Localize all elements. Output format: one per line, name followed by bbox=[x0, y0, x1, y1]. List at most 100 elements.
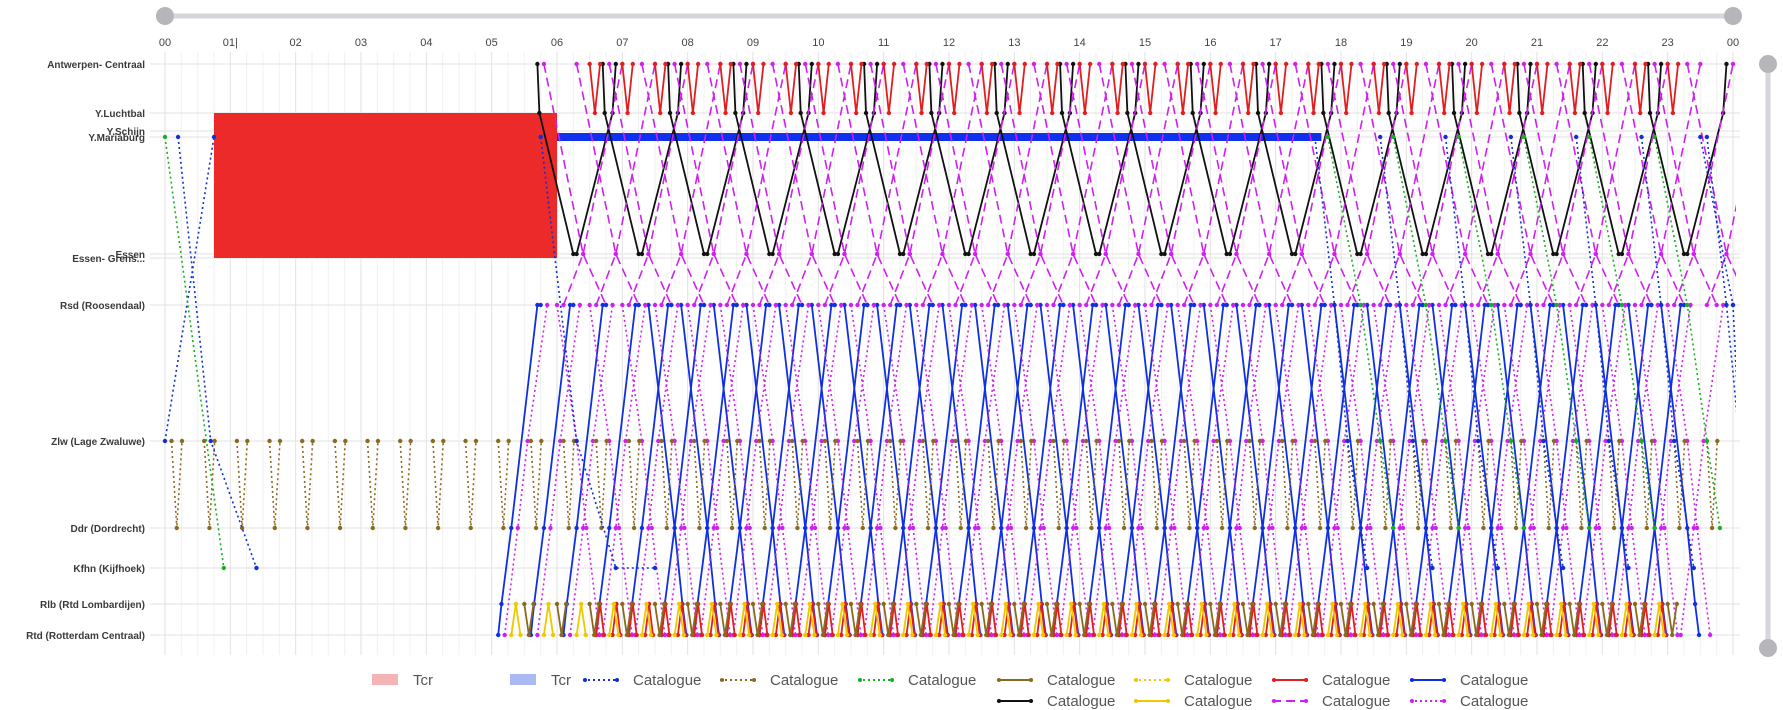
train-stop-point bbox=[1614, 632, 1619, 638]
train-stop-point bbox=[999, 525, 1004, 531]
train-stop-point bbox=[1059, 110, 1065, 116]
train-path bbox=[961, 304, 1006, 636]
train-stop-point bbox=[1113, 438, 1118, 444]
train-path bbox=[922, 63, 983, 306]
train-stop-point bbox=[910, 525, 916, 531]
station-label: Rtd (Rotterdam Centraal) bbox=[26, 631, 145, 642]
train-stop-point bbox=[1637, 632, 1642, 638]
train-stop-point bbox=[1074, 525, 1079, 531]
train-stop-point bbox=[1175, 302, 1180, 308]
train-stop-point bbox=[1593, 302, 1599, 308]
train-stop-point bbox=[890, 601, 896, 607]
train-stop-point bbox=[1531, 525, 1536, 531]
train-stop-point bbox=[1224, 302, 1229, 308]
train-path bbox=[706, 63, 771, 306]
train-stop-point bbox=[1087, 632, 1092, 638]
time-range-slider[interactable] bbox=[156, 7, 1742, 25]
train-stop-point bbox=[1138, 632, 1144, 638]
train-stop-point bbox=[1218, 61, 1223, 67]
train-stop-point bbox=[1273, 61, 1278, 67]
train-stop-point bbox=[1451, 632, 1456, 638]
train-stop-point bbox=[1658, 251, 1664, 257]
train-stop-point bbox=[1685, 251, 1690, 257]
train-stop-point bbox=[874, 251, 880, 257]
train-stop-point bbox=[816, 61, 821, 67]
train-stop-point bbox=[1198, 632, 1203, 638]
train-stop-point bbox=[699, 632, 705, 638]
train-path bbox=[693, 440, 706, 529]
train-stop-point bbox=[1596, 632, 1601, 638]
train-stop-point bbox=[938, 601, 943, 607]
train-stop-point bbox=[790, 302, 795, 308]
train-stop-point bbox=[1348, 632, 1354, 638]
train-path bbox=[1307, 304, 1352, 636]
train-stop-point bbox=[925, 525, 931, 531]
train-path bbox=[1542, 440, 1555, 529]
train-stop-point bbox=[1297, 601, 1303, 607]
train-stop-point bbox=[1476, 438, 1481, 444]
train-stop-point bbox=[1388, 438, 1393, 444]
slider-handle-start[interactable] bbox=[156, 7, 174, 25]
slider-handle-end[interactable] bbox=[1724, 7, 1742, 25]
train-path bbox=[1444, 440, 1457, 529]
train-stop-point bbox=[169, 438, 174, 444]
train-stop-point bbox=[1273, 302, 1278, 308]
train-stop-point bbox=[1175, 61, 1180, 67]
train-stop-point bbox=[901, 525, 906, 531]
vertical-scroll-slider[interactable] bbox=[1759, 55, 1777, 657]
train-stop-point bbox=[1469, 302, 1474, 308]
train-stop-point bbox=[667, 632, 672, 638]
train-stop-point bbox=[1560, 525, 1566, 531]
train-path bbox=[1013, 304, 1058, 636]
train-stop-point bbox=[1456, 61, 1461, 67]
train-stop-point bbox=[724, 302, 730, 308]
train-stop-point bbox=[1264, 601, 1270, 607]
train-stop-point bbox=[854, 110, 859, 116]
train-path bbox=[889, 63, 950, 306]
vertical-slider-handle-bottom[interactable] bbox=[1759, 639, 1777, 657]
train-path bbox=[660, 63, 722, 306]
train-stop-point bbox=[1560, 302, 1566, 308]
train-path bbox=[1216, 440, 1229, 529]
train-path bbox=[588, 63, 601, 114]
train-stop-point bbox=[1139, 525, 1144, 531]
train-stop-point bbox=[610, 632, 615, 638]
train-stop-point bbox=[1217, 601, 1222, 607]
train-stop-point bbox=[1185, 61, 1191, 67]
train-stop-point bbox=[682, 525, 687, 531]
train-stop-point bbox=[1296, 632, 1301, 638]
train-stop-point bbox=[1674, 601, 1680, 607]
legend-label: Catalogue bbox=[1047, 672, 1115, 689]
train-stop-point bbox=[1153, 61, 1158, 67]
train-stop-point bbox=[940, 525, 945, 531]
train-stop-point bbox=[1381, 61, 1387, 67]
train-stop-point bbox=[502, 632, 507, 638]
train-stop-point bbox=[626, 302, 632, 308]
train-path bbox=[791, 440, 804, 529]
train-stop-point bbox=[1345, 302, 1350, 308]
train-stop-point bbox=[1266, 61, 1272, 67]
train-stop-point bbox=[709, 601, 715, 607]
train-stop-point bbox=[594, 438, 599, 444]
train-stop-point bbox=[1652, 525, 1657, 531]
train-stop-point bbox=[1545, 61, 1550, 67]
train-stop-point bbox=[1055, 61, 1060, 67]
train-stop-point bbox=[1662, 525, 1667, 531]
train-stop-point bbox=[958, 525, 963, 531]
train-stop-point bbox=[1721, 302, 1726, 308]
legend-marker bbox=[1272, 678, 1276, 682]
train-stop-point bbox=[1600, 61, 1605, 67]
train-stop-point bbox=[403, 525, 408, 531]
train-stop-point bbox=[1250, 632, 1256, 638]
train-path bbox=[1679, 304, 1724, 636]
train-stop-point bbox=[1481, 525, 1486, 531]
train-stop-point bbox=[842, 525, 847, 531]
train-stop-point bbox=[1451, 110, 1457, 116]
train-path bbox=[1176, 304, 1221, 636]
train-stop-point bbox=[1617, 438, 1622, 444]
vertical-slider-handle-top[interactable] bbox=[1759, 55, 1777, 73]
train-stop-point bbox=[694, 601, 700, 607]
train-stop-point bbox=[1103, 525, 1109, 531]
train-stop-point bbox=[972, 251, 978, 257]
train-path bbox=[850, 63, 863, 114]
